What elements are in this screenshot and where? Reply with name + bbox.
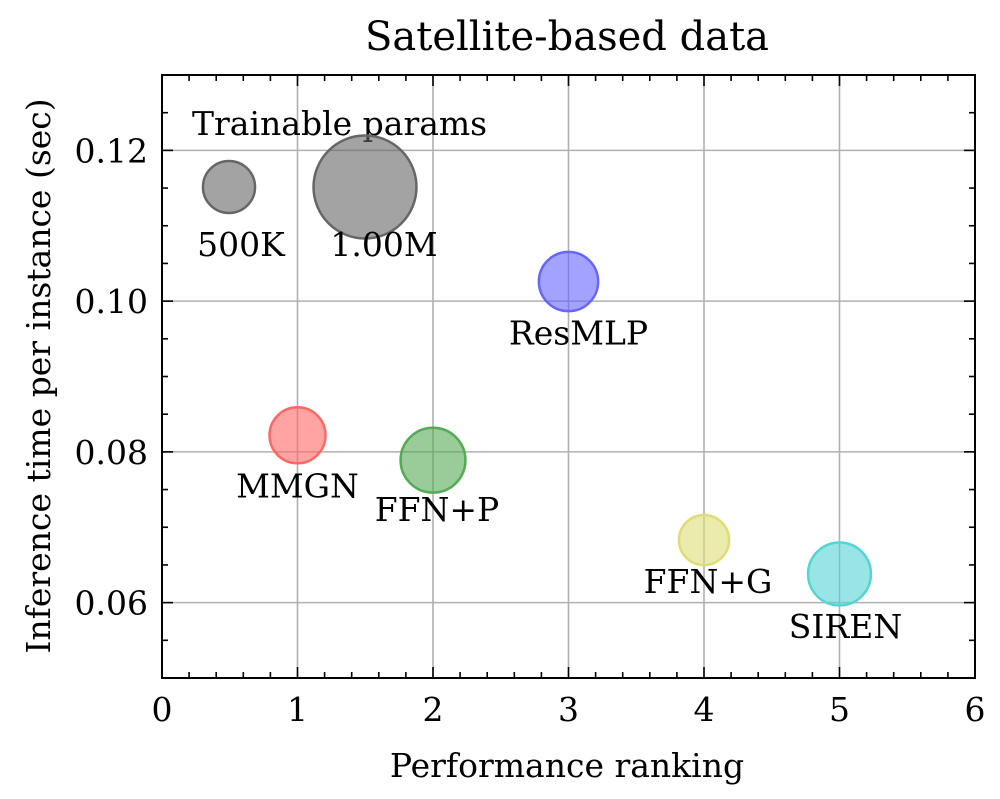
legend-entry-label: 1.00M (330, 225, 437, 264)
legend-marker (201, 159, 257, 215)
y-tick-label: 0.06 (75, 584, 148, 623)
point-label: FFN+G (644, 562, 773, 601)
y-axis-label: Inference time per instance (sec) (19, 98, 58, 653)
point-ffn-p (399, 426, 467, 494)
point-label: FFN+P (375, 490, 500, 529)
legend: Trainable params 500K 1.00M (192, 104, 487, 264)
x-tick-label: 2 (423, 690, 444, 729)
point-label: ResMLP (509, 314, 648, 353)
plot-frame (161, 74, 976, 679)
legend-entry-label: 500K (197, 225, 286, 264)
x-tick-label: 3 (558, 690, 579, 729)
y-tick-label: 0.08 (75, 433, 148, 472)
tick-labels: 0 1 2 3 4 5 6 0.06 0.08 0.10 0.12 (75, 131, 986, 729)
legend-title: Trainable params (192, 104, 487, 143)
point-siren (806, 541, 873, 607)
x-axis-label: Performance ranking (390, 746, 744, 785)
point-label: SIREN (789, 607, 902, 646)
data-points: MMGN FFN+P ResMLP FFN+G SIREN (236, 250, 902, 646)
x-tick-label: 4 (694, 690, 715, 729)
point-ffn-g (677, 513, 731, 567)
x-tick-label: 5 (829, 690, 850, 729)
point-label: MMGN (236, 466, 359, 505)
point-resmlp (537, 250, 600, 313)
x-tick-label: 0 (152, 690, 173, 729)
chart-title: Satellite-based data (365, 14, 769, 60)
x-tick-label: 1 (287, 690, 308, 729)
y-tick-label: 0.12 (75, 131, 148, 170)
point-mmgn (268, 406, 327, 465)
legend-marker (312, 134, 418, 240)
x-tick-label: 6 (965, 690, 986, 729)
y-tick-label: 0.10 (75, 282, 148, 321)
